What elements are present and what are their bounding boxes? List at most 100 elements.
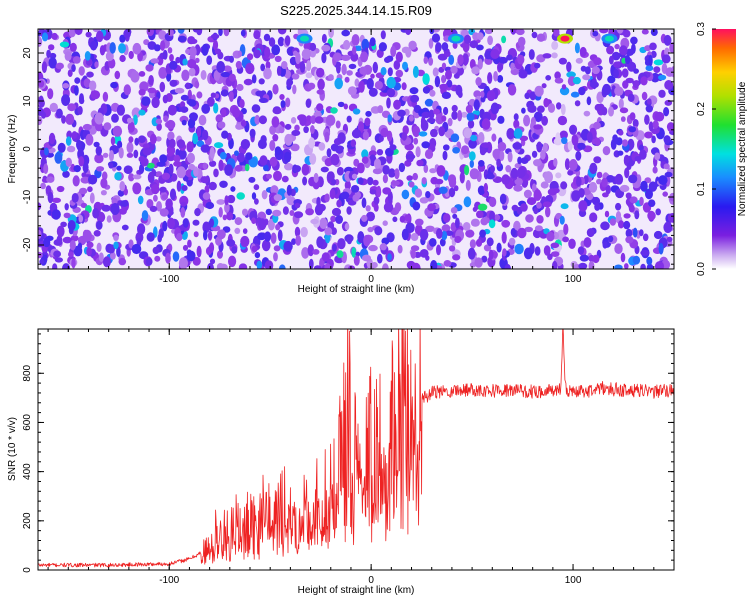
heatmap-cell [639,229,644,237]
heatmap-cell [307,82,316,90]
heatmap-cell [652,120,659,129]
heatmap-cell [273,170,282,182]
heatmap-cell [623,213,631,219]
heatmap-cell [223,65,232,72]
heatmap-cell [329,188,336,200]
heatmap-cell [405,154,416,160]
heatmap-cell [167,131,175,141]
heatmap-cell [153,194,158,202]
heatmap-cell [419,228,429,241]
heatmap-cell [291,130,301,136]
heatmap-cell [501,35,507,44]
heatmap-cell [108,162,114,169]
heatmap-cell [475,77,482,86]
heatmap-cell [152,246,160,255]
heatmap-cell [274,55,282,63]
heatmap-cell [324,193,330,203]
heatmap-cell [251,245,258,253]
heatmap-cell [632,255,641,265]
heatmap-cell [162,94,169,104]
heatmap-cell [55,62,64,70]
heatmap-cell [409,87,419,95]
heatmap-cell [453,185,459,192]
heatmap-cell [159,154,168,164]
heatmap-cell [640,76,648,86]
heatmap-cell [390,180,400,186]
heatmap-cell [428,38,434,49]
heatmap-cell [469,239,476,249]
heatmap-cell [425,191,431,199]
heatmap-cell [151,184,160,195]
heatmap-cell [663,163,670,170]
heatmap-cell [260,63,266,72]
heatmap-cell [366,177,374,186]
heatmap-cell [533,189,542,201]
heatmap-cell [46,176,55,183]
heatmap-cell [209,218,215,228]
heatmap-cell [310,218,319,225]
heatmap-cell [372,168,383,175]
heatmap-cell [65,113,75,125]
heatmap-cell [149,133,157,145]
heatmap-cell [165,252,171,264]
heatmap-cell [582,74,591,81]
heatmap-cell [431,33,441,43]
heatmap-cell [445,230,454,236]
heatmap-cell [54,257,64,263]
heatmap-cell [223,29,230,37]
heatmap-cell [312,249,320,255]
heatmap-cell [566,61,572,73]
heatmap-cell [472,206,478,212]
heatmap-cell [441,115,447,122]
heatmap-cell [380,30,386,40]
heatmap-cell [353,255,360,266]
heatmap-cell [629,196,638,204]
heatmap-cell [261,190,268,200]
heatmap-cell [155,136,162,142]
heatmap-cell [236,152,245,163]
heatmap-cell [543,97,549,108]
heatmap-cell [510,62,515,71]
heatmap-cell [109,150,114,162]
heatmap-cell [471,66,480,75]
heatmap-cell [117,140,123,149]
heatmap-cell [234,150,239,156]
heatmap-cell [333,52,342,62]
heatmap-cell [128,136,134,143]
heatmap-cell [268,37,276,47]
heatmap-cell [658,74,667,81]
heatmap-cell [64,51,72,61]
heatmap-cell [518,69,528,79]
heatmap-cell [667,213,674,223]
heatmap-cell [372,61,378,74]
heatmap-cell [457,90,463,98]
heatmap-cell [653,230,663,240]
heatmap-cell [353,158,360,167]
heatmap-cell [658,243,664,255]
heatmap-cell [207,230,213,241]
heatmap-cell [506,54,513,61]
heatmap-cell [398,162,406,173]
heatmap-cell [452,213,458,219]
heatmap-cell [593,121,601,130]
heatmap-cell [305,98,312,109]
heatmap-cell [231,246,238,254]
heatmap-cell [234,217,243,226]
heatmap-cell [415,218,424,226]
heatmap-cell [101,171,108,181]
heatmap-cell [451,104,458,112]
heatmap-cell [202,192,211,200]
heatmap-cell [558,57,568,65]
heatmap-cell [331,179,337,185]
heatmap-cell [86,241,94,249]
heatmap-cell [366,211,375,222]
heatmap-cell [118,208,127,215]
heatmap-cell [140,157,149,167]
heatmap-cell [361,38,370,51]
heatmap-cell [368,150,377,157]
heatmap-cell [501,231,507,244]
heatmap-cell [530,121,536,132]
heatmap-cell [344,76,350,83]
heatmap-cell [574,100,581,107]
heatmap-cell [445,69,452,80]
